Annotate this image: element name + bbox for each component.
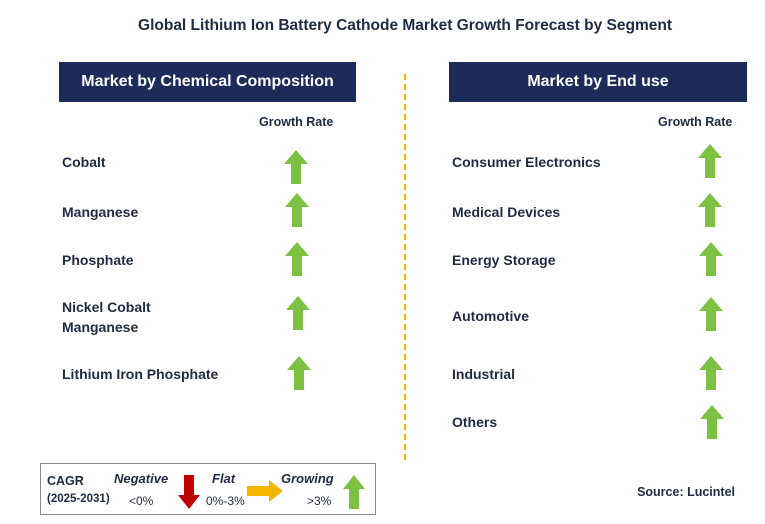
up-arrow-icon	[285, 242, 309, 276]
right-item-energy-storage: Energy Storage	[452, 252, 556, 268]
up-arrow-icon	[284, 150, 308, 184]
up-arrow-icon	[698, 193, 722, 227]
legend-negative-range: <0%	[129, 494, 154, 508]
legend-negative-label: Negative	[114, 471, 169, 486]
left-item-manganese: Manganese	[62, 204, 139, 220]
up-arrow-icon	[700, 405, 724, 439]
right-item-consumer-electronics: Consumer Electronics	[452, 154, 601, 170]
up-arrow-icon	[699, 356, 723, 390]
down-arrow-icon	[178, 475, 200, 509]
right-item-medical-devices: Medical Devices	[452, 204, 561, 220]
legend-flat-label: Flat	[212, 471, 236, 486]
source-note: Source: Lucintel	[637, 485, 735, 499]
cagr-legend: CAGR (2025-2031) Negative <0% Flat 0%-3%…	[40, 463, 376, 515]
up-arrow-icon	[343, 475, 365, 509]
up-arrow-icon	[285, 193, 309, 227]
left-item-phosphate: Phosphate	[62, 252, 134, 268]
left-item-cobalt: Cobalt	[62, 154, 106, 170]
right-item-automotive: Automotive	[452, 308, 529, 324]
end-use-header-label: Market by End use	[527, 73, 669, 90]
legend-growing-range: >3%	[307, 494, 332, 508]
right-item-others: Others	[452, 414, 498, 430]
right-item-industrial: Industrial	[452, 366, 516, 382]
chemical-composition-header-label: Market by Chemical Composition	[81, 73, 334, 90]
panel-divider	[404, 74, 406, 460]
left-growth-rate-label: Growth Rate	[259, 115, 334, 129]
up-arrow-icon	[286, 296, 310, 330]
right-growth-rate-label: Growth Rate	[658, 115, 733, 129]
legend-period-label: (2025-2031)	[47, 493, 110, 505]
left-item-lithium-iron-phosphate: Lithium Iron Phosphate	[62, 366, 219, 382]
up-arrow-icon	[699, 242, 723, 276]
up-arrow-icon	[698, 144, 722, 178]
chemical-composition-header: Market by Chemical Composition	[59, 62, 356, 102]
up-arrow-icon	[699, 297, 723, 331]
right-arrow-icon	[247, 480, 283, 502]
end-use-header: Market by End use	[449, 62, 747, 102]
left-item-nickel-cobalt-manganese: Nickel Cobalt Manganese	[62, 299, 151, 335]
up-arrow-icon	[287, 356, 311, 390]
legend-cagr-label: CAGR	[47, 474, 84, 488]
legend-growing-label: Growing	[281, 471, 334, 486]
legend-flat-range: 0%-3%	[206, 494, 245, 508]
page-title: Global Lithium Ion Battery Cathode Marke…	[138, 17, 672, 34]
